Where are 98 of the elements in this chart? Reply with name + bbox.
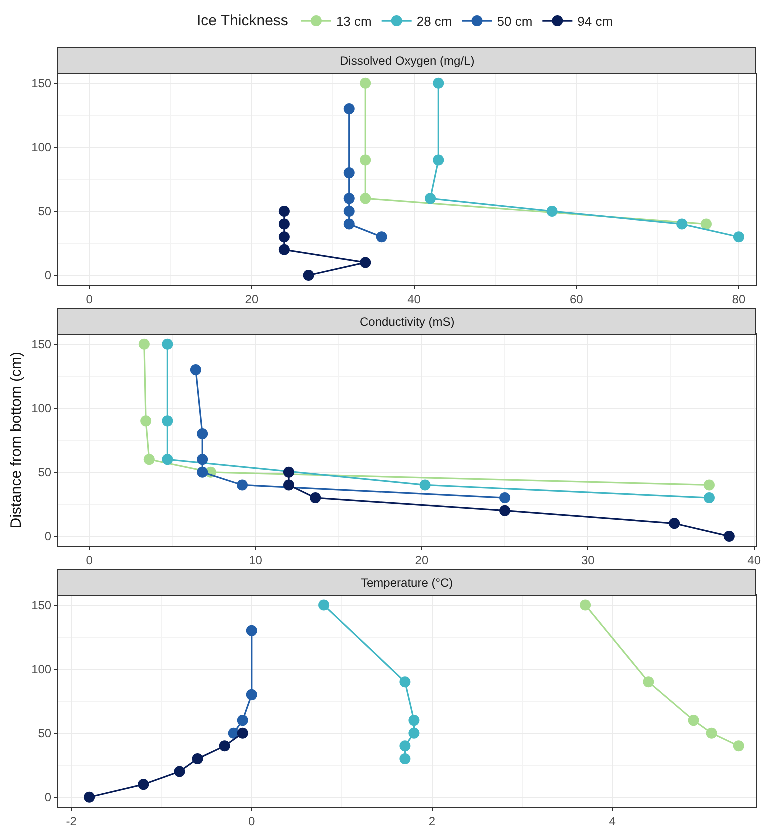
point [433,154,444,166]
point [278,232,290,243]
y-tick-label: 50 [38,204,52,219]
point [344,168,355,179]
point [425,193,436,204]
x-tick-label: 2 [428,814,436,828]
point [344,218,355,230]
legend-label: 28 cm [416,14,452,30]
point [733,740,744,752]
point [420,480,431,491]
y-tick-label: 150 [32,598,52,612]
point [190,364,202,376]
point [197,466,208,478]
point [284,480,294,491]
point [500,505,511,516]
x-tick-label: 20 [245,292,259,307]
x-tick-label: 0 [86,553,94,568]
point [408,728,420,739]
y-tick-label: 100 [32,402,52,416]
point [408,715,420,726]
legend-label: 50 cm [497,14,533,30]
point [546,206,558,217]
point [580,600,592,611]
point [669,518,680,530]
y-tick-label: 100 [32,140,52,155]
point [84,792,96,803]
point [278,206,290,217]
y-tick-label: 50 [38,726,52,741]
point [162,338,174,350]
point [138,338,150,350]
x-tick-label: 0 [248,814,256,828]
y-tick-label: 0 [44,790,52,805]
point [400,753,411,764]
point [400,740,411,752]
x-tick-label: 10 [249,553,263,568]
legend-label: 13 cm [336,14,372,30]
point [219,740,230,752]
point [237,715,248,726]
point [360,193,372,204]
point [278,218,290,230]
point [360,78,372,89]
point [237,728,248,739]
y-tick-label: 50 [38,466,52,480]
point [344,104,355,115]
chart-title: Dissolved Oxygen (mg/L) [340,54,475,68]
point [144,454,155,466]
point [197,454,208,466]
point [197,428,208,440]
point [376,232,388,243]
point [360,154,372,166]
point [140,416,152,427]
point [192,753,204,764]
y-tick-label: 0 [44,268,52,283]
x-tick-label: 60 [570,292,584,307]
point [704,492,715,504]
x-tick-label: 40 [408,292,422,307]
point [174,766,186,778]
point [246,689,258,700]
point [162,416,174,427]
point [310,492,322,504]
x-tick-label: -2 [66,814,78,828]
point [643,676,654,688]
point [676,218,688,230]
point [688,715,700,726]
point [700,218,712,230]
point [303,270,314,282]
point [344,193,355,204]
chart-title: Conductivity (mS) [360,315,455,329]
x-tick-label: 0 [86,292,94,307]
x-tick-label: 30 [581,553,596,568]
y-axis-title: Distance from bottom (cm) [8,352,25,529]
point [400,676,411,688]
point [284,466,294,478]
point [236,480,248,491]
point [360,257,372,268]
point [278,244,290,256]
chart-title: Temperature (°C) [361,576,454,590]
point [138,779,150,790]
point [500,492,511,504]
legend-label: 94 cm [578,14,614,30]
point [733,232,744,243]
y-tick-label: 0 [44,530,52,544]
y-tick-label: 150 [32,76,52,91]
point [724,530,735,542]
x-tick-label: 40 [748,553,762,568]
x-tick-label: 4 [609,814,616,828]
x-tick-label: 20 [415,553,429,568]
y-tick-label: 100 [32,662,52,677]
point [162,454,174,466]
point [246,625,258,636]
point [344,206,355,217]
x-tick-label: 80 [732,292,746,307]
point [706,728,718,739]
point [704,480,715,491]
point [433,78,444,89]
y-tick-label: 150 [32,338,52,352]
point [318,600,330,611]
legend-title: Ice Thickness [197,12,288,30]
